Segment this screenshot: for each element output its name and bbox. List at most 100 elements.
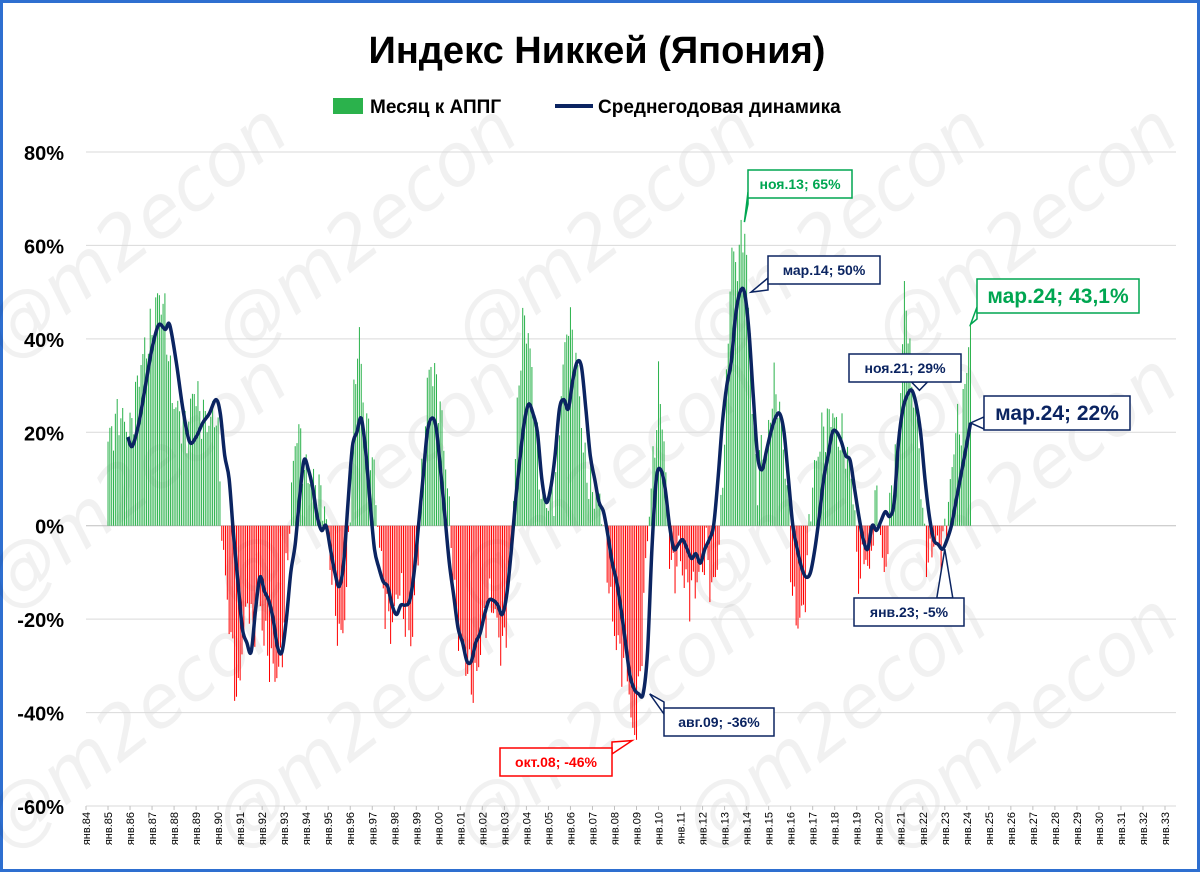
bar	[230, 525, 232, 633]
bar	[386, 525, 388, 594]
x-tick-label: янв.03	[499, 812, 511, 845]
bar	[819, 451, 821, 526]
bar	[388, 525, 390, 612]
bar	[725, 369, 727, 526]
line-path	[126, 286, 973, 699]
bar	[426, 377, 428, 526]
y-tick-label: -20%	[17, 610, 64, 632]
bar	[169, 355, 171, 526]
bar	[391, 525, 393, 623]
legend-swatch-bars	[333, 98, 363, 114]
bar	[808, 514, 810, 526]
annotation-label: мар.24; 43,1%	[987, 285, 1129, 308]
bar	[437, 423, 439, 526]
bar	[650, 488, 652, 526]
bar	[140, 365, 142, 526]
x-tick-label: янв.85	[103, 812, 115, 845]
bar	[841, 413, 843, 526]
bar	[364, 433, 366, 526]
bar	[586, 482, 588, 526]
bar	[608, 525, 610, 594]
bar	[729, 291, 731, 526]
bar	[641, 525, 643, 667]
bar	[109, 427, 111, 526]
annotation-label: ноя.21; 29%	[864, 360, 946, 376]
bar	[219, 481, 221, 526]
bar	[402, 525, 404, 620]
bar	[812, 487, 814, 526]
bar	[270, 525, 272, 649]
bar	[467, 525, 469, 674]
bar	[180, 443, 182, 526]
bar	[212, 401, 214, 526]
bar	[309, 484, 311, 526]
bar	[872, 525, 874, 546]
bar	[929, 525, 931, 539]
bar	[775, 394, 777, 526]
bar	[810, 521, 812, 526]
bar	[804, 525, 806, 613]
bar	[727, 343, 729, 526]
bar	[122, 407, 124, 526]
bar	[854, 510, 856, 526]
bar	[876, 485, 878, 526]
bar	[573, 373, 575, 526]
bar	[481, 525, 483, 627]
bar	[296, 443, 298, 526]
bar	[127, 440, 129, 526]
x-tick-label: янв.02	[477, 812, 489, 845]
x-tick-label: янв.96	[345, 812, 357, 845]
bar	[160, 314, 162, 526]
bar	[465, 525, 467, 676]
bar	[623, 525, 625, 658]
bar	[454, 525, 456, 580]
bar	[806, 525, 808, 556]
bar	[458, 525, 460, 651]
bar	[164, 293, 166, 526]
bar	[845, 468, 847, 526]
x-tick-label: янв.86	[125, 812, 137, 845]
bar	[619, 525, 621, 644]
bar	[716, 525, 718, 570]
bar	[584, 442, 586, 526]
bar	[795, 525, 797, 626]
bar	[384, 525, 386, 629]
line-series	[126, 286, 973, 699]
bar	[208, 425, 210, 526]
x-tick-label: янв.32	[1138, 812, 1150, 845]
bar	[935, 525, 937, 546]
bar	[711, 525, 713, 583]
bar	[289, 525, 291, 534]
bar	[632, 525, 634, 728]
bar	[217, 417, 219, 526]
x-tick-label: янв.08	[609, 812, 621, 845]
bar	[588, 498, 590, 526]
annotation-label: мар.14; 50%	[783, 262, 866, 278]
bar	[738, 244, 740, 526]
bar	[256, 525, 258, 603]
bar	[206, 432, 208, 526]
bar	[658, 361, 660, 526]
bar	[116, 398, 118, 526]
x-tick-label: янв.12	[698, 812, 710, 845]
bar	[731, 247, 733, 526]
x-tick-label: янв.28	[1050, 812, 1062, 845]
bar	[197, 381, 199, 526]
bar	[553, 515, 555, 526]
bar	[428, 369, 430, 526]
bar	[459, 525, 461, 639]
bar	[782, 449, 784, 526]
bar	[951, 467, 953, 526]
bar	[922, 507, 924, 526]
bar	[758, 450, 760, 526]
bar	[746, 254, 748, 526]
bar	[542, 478, 544, 526]
bar	[202, 399, 204, 526]
y-tick-label: -40%	[17, 704, 64, 726]
bar	[166, 354, 168, 526]
x-tick-label: янв.33	[1160, 812, 1172, 845]
bar	[190, 398, 192, 526]
bar	[380, 525, 382, 551]
annotation-box	[767, 255, 881, 285]
bar	[848, 461, 850, 526]
